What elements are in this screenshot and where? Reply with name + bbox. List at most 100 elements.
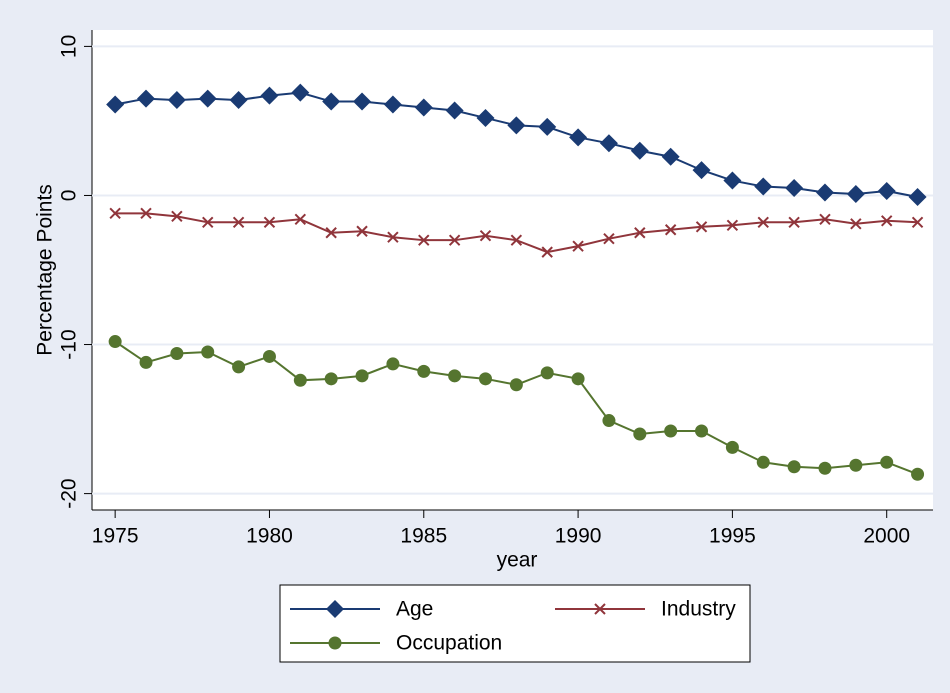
x-tick-label: 1995 [709,525,756,548]
marker [202,216,214,229]
marker [262,349,276,363]
marker [818,461,832,475]
legend-label: Industry [661,598,736,621]
marker [201,345,215,359]
marker [602,414,616,428]
marker [756,455,770,469]
marker [386,357,400,371]
x-tick-label: 1985 [400,525,447,548]
marker [634,227,646,239]
legend-label: Occupation [396,632,502,655]
marker [387,231,399,243]
marker [633,427,647,441]
marker [479,230,492,242]
legend-marker [328,636,342,650]
marker [695,221,708,233]
marker [507,116,526,135]
marker [356,225,368,237]
marker [139,355,153,369]
marker [414,98,433,117]
marker [541,246,553,258]
marker [324,372,338,386]
marker [572,240,584,252]
marker [538,117,557,136]
marker [908,187,927,206]
marker [294,213,307,226]
marker [325,227,337,239]
marker [448,369,462,383]
marker [815,183,834,202]
marker [448,234,461,246]
marker [198,89,217,108]
legend-label: Age [396,598,433,621]
marker [630,141,649,160]
marker [911,467,925,481]
marker [603,232,615,245]
marker [510,234,523,246]
marker [171,210,183,223]
marker [355,369,369,383]
marker [880,215,893,227]
y-axis-title: Percentage Points [34,184,57,356]
marker [232,360,246,374]
marker [260,86,279,105]
marker [788,216,800,229]
marker [229,91,248,110]
marker [353,92,372,111]
marker [137,89,156,108]
marker [571,372,585,386]
marker [293,373,307,387]
marker [445,101,464,120]
marker [569,128,588,147]
legend-marker [594,603,606,615]
x-tick-label: 1990 [555,525,602,548]
marker [723,171,742,190]
marker [167,91,186,110]
marker [726,219,739,231]
marker [418,234,430,246]
marker [664,224,677,236]
x-tick-label: 1975 [92,525,139,548]
y-tick-label: -10 [58,329,81,359]
y-tick-label: 10 [58,35,81,58]
marker [108,335,122,349]
marker [911,216,924,229]
marker [846,184,865,203]
marker [725,440,739,454]
x-tick-label: 1980 [246,525,293,548]
marker [417,364,431,378]
marker [291,83,310,102]
marker [695,424,709,438]
marker [322,92,341,111]
marker [478,372,492,386]
plot-area [92,30,933,510]
marker [170,346,184,360]
marker [819,213,831,226]
y-tick-label: 0 [58,190,81,202]
marker [140,207,152,220]
legend [279,584,751,663]
marker [785,179,804,198]
x-tick-label: 2000 [863,525,910,548]
marker [383,95,402,114]
marker [757,216,769,229]
marker [880,455,894,469]
marker [692,161,711,180]
marker [661,147,680,166]
marker [106,95,125,114]
marker [849,458,863,472]
marker [509,378,523,392]
marker [754,177,773,196]
x-axis-title: year [497,549,538,572]
marker [664,424,678,438]
marker [232,216,245,229]
marker [109,207,121,220]
y-tick-label: -20 [58,478,81,508]
marker [540,366,554,380]
marker [263,216,276,229]
marker [599,134,618,153]
marker [877,181,896,200]
legend-marker [326,600,344,618]
marker [850,218,862,230]
